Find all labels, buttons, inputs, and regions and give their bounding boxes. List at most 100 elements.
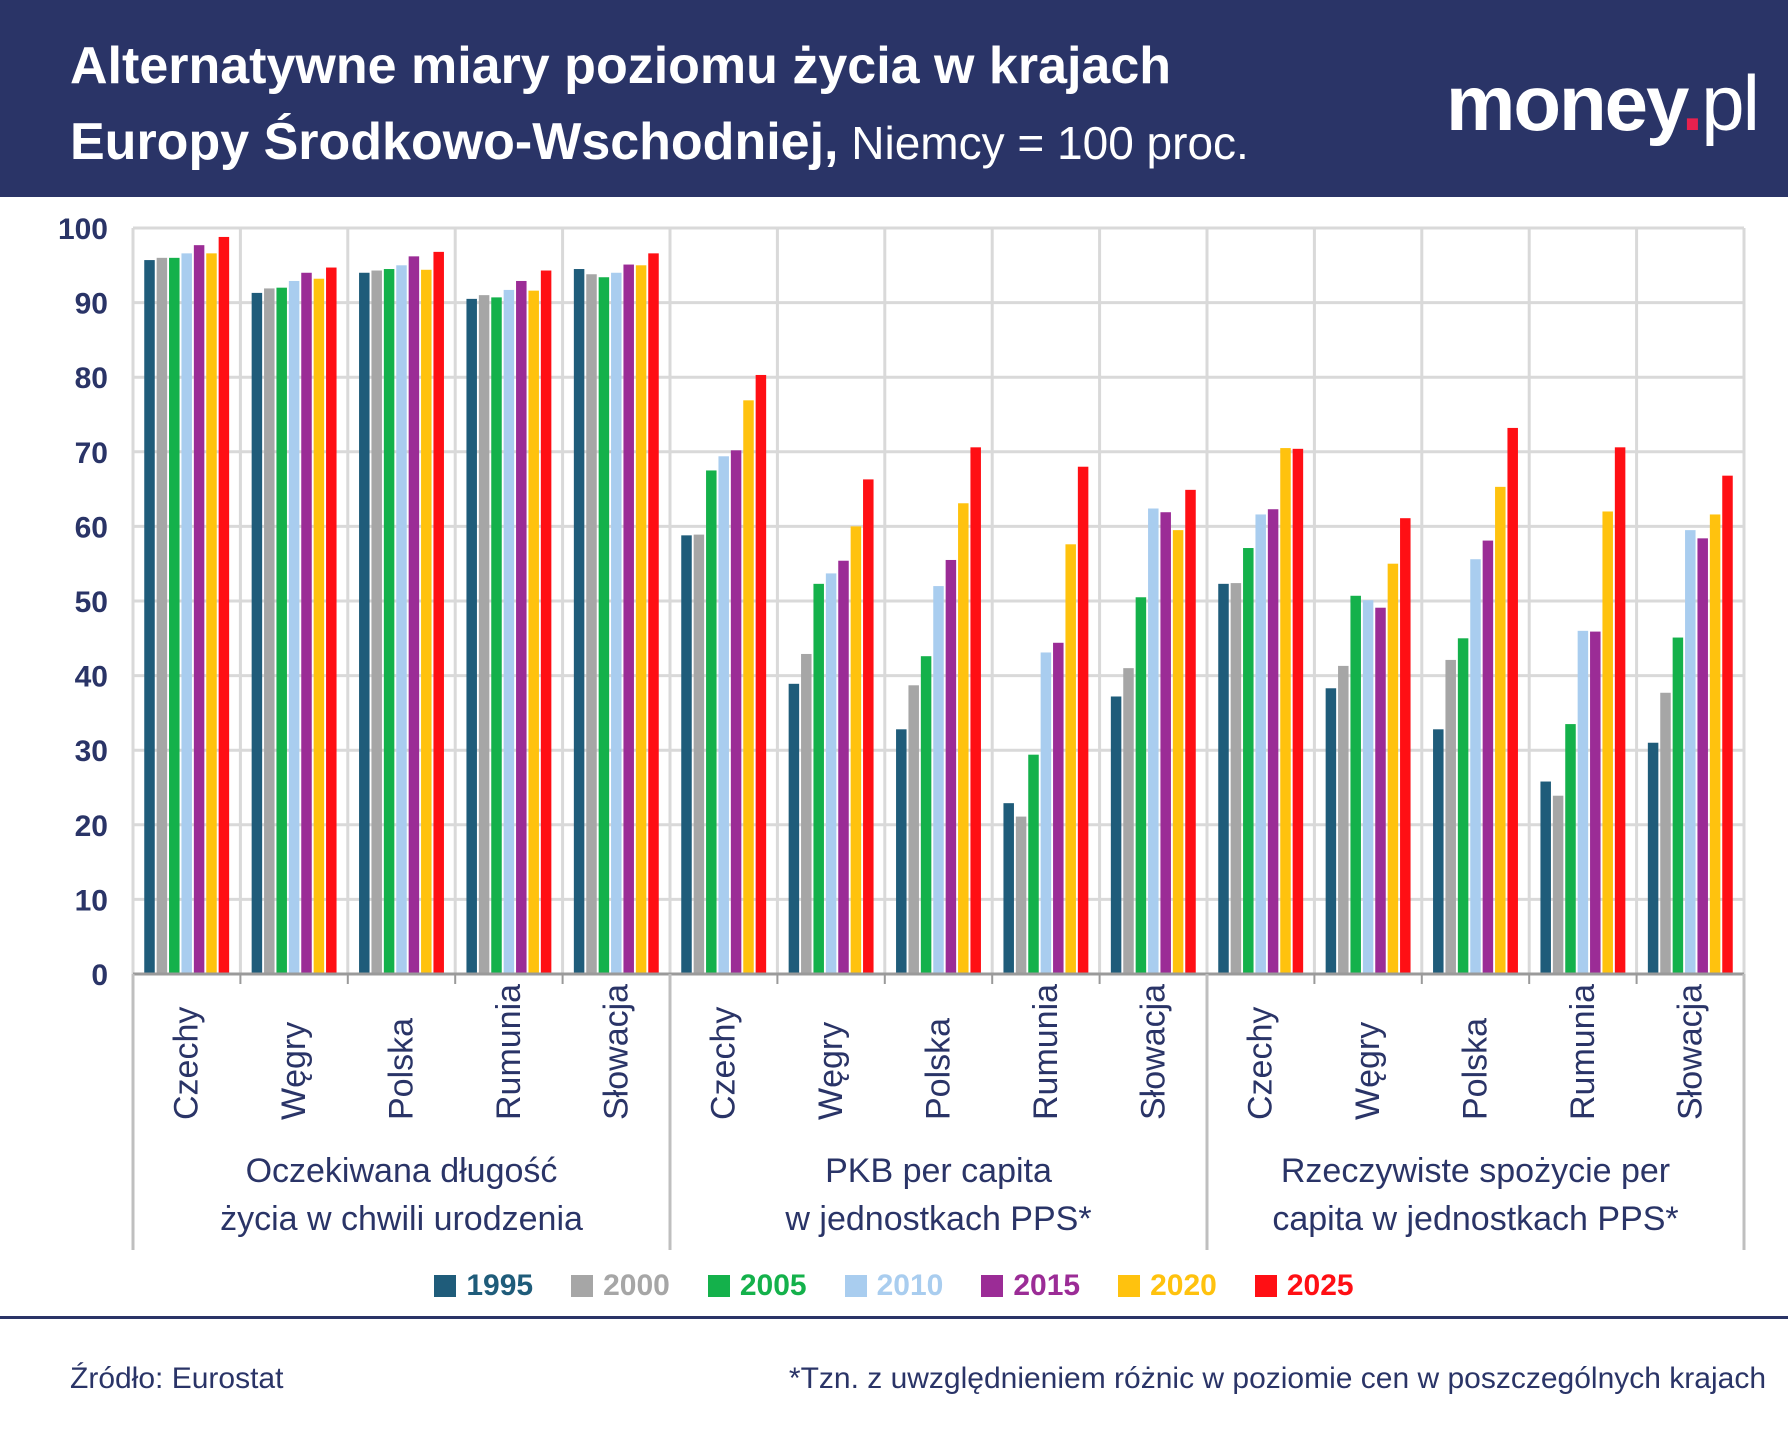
bar-2005 xyxy=(169,257,180,975)
bar-2020 xyxy=(1065,544,1076,974)
legend-item-2010: 2010 xyxy=(844,1269,944,1303)
bar-2005 xyxy=(706,470,717,974)
bar-2020 xyxy=(1602,511,1613,974)
bar-2020 xyxy=(313,278,325,975)
legend-swatch xyxy=(1254,1275,1277,1297)
bar-2020 xyxy=(528,290,539,974)
legend-label: 2015 xyxy=(1013,1269,1081,1302)
bar-2010 xyxy=(933,586,944,974)
bar-1995 xyxy=(573,269,585,974)
bar-2025 xyxy=(1400,518,1411,974)
y-tick-label: 40 xyxy=(75,661,108,694)
y-tick-label: 100 xyxy=(58,213,108,246)
bar-2025 xyxy=(1614,447,1626,974)
logo-suffix: pl xyxy=(1701,59,1760,147)
category-label: Węgry xyxy=(275,1022,313,1120)
bar-2000 xyxy=(1552,795,1564,974)
bar-2005 xyxy=(1028,754,1039,974)
bar-2025 xyxy=(863,479,874,974)
bar-2010 xyxy=(1040,652,1052,974)
bar-2015 xyxy=(1267,509,1279,974)
bar-2025 xyxy=(1722,475,1733,974)
bar-2015 xyxy=(1160,512,1171,974)
y-tick-label: 80 xyxy=(75,362,108,395)
legend-item-2015: 2015 xyxy=(981,1269,1080,1303)
y-tick-label: 30 xyxy=(75,735,108,768)
y-tick-label: 50 xyxy=(75,586,108,619)
bar-2000 xyxy=(264,288,275,974)
bar-2005 xyxy=(813,583,824,974)
bar-2020 xyxy=(958,503,969,974)
legend-label: 2000 xyxy=(603,1269,670,1302)
legend-item-2005: 2005 xyxy=(707,1269,807,1303)
group-label-line2: capita w jednostkach PPS* xyxy=(1272,1200,1678,1238)
bar-2025 xyxy=(1185,489,1196,974)
legend-swatch xyxy=(844,1275,867,1297)
bar-2000 xyxy=(1123,668,1134,974)
bar-2005 xyxy=(1672,637,1684,974)
legend-label: 2010 xyxy=(876,1269,944,1302)
bar-2025 xyxy=(433,251,444,974)
bar-2010 xyxy=(288,280,300,975)
category-label: Rumunia xyxy=(490,984,528,1120)
bar-2015 xyxy=(516,280,527,975)
category-label: Polska xyxy=(383,1018,421,1120)
legend-item-2000: 2000 xyxy=(571,1269,670,1303)
bar-2005 xyxy=(598,277,610,974)
bar-2025 xyxy=(1292,448,1304,974)
y-tick-label: 10 xyxy=(75,884,108,917)
bar-2000 xyxy=(801,653,812,974)
y-tick-label: 90 xyxy=(75,288,108,321)
legend-item-2025: 2025 xyxy=(1254,1269,1354,1303)
category-labels: Czechy Węgry Polska Rumunia Słowacja Czechy Wę… xyxy=(168,984,1710,1238)
bar-2015 xyxy=(838,560,849,974)
category-label: Rumunia xyxy=(1027,984,1065,1120)
group-label-line2: życia w chwili urodzenia xyxy=(220,1200,583,1238)
category-label: Słowacja xyxy=(1134,984,1172,1120)
legend-item-1995: 1995 xyxy=(434,1269,533,1303)
bar-2010 xyxy=(1148,508,1159,974)
bar-2020 xyxy=(635,265,647,974)
bar-2010 xyxy=(1685,530,1696,974)
bar-2020 xyxy=(1280,448,1291,974)
bar-2015 xyxy=(623,264,634,974)
bar-1995 xyxy=(1647,742,1659,974)
legend-item-2020: 2020 xyxy=(1118,1269,1217,1303)
bar-1995 xyxy=(251,292,263,974)
bar-2000 xyxy=(1660,692,1671,974)
legend-swatch xyxy=(1118,1275,1141,1297)
bar-2025 xyxy=(540,270,552,974)
bar-2000 xyxy=(1015,816,1027,974)
bar-2015 xyxy=(301,272,312,974)
bar-2005 xyxy=(276,287,287,974)
bar-2025 xyxy=(1077,466,1089,974)
money-pl-logo: money.pl xyxy=(1446,58,1760,149)
bar-1995 xyxy=(1003,803,1014,974)
legend-label: 2020 xyxy=(1150,1269,1217,1302)
bar-2025 xyxy=(970,447,981,974)
bar-2025 xyxy=(326,267,337,974)
bar-1995 xyxy=(1325,688,1337,974)
group-label-line1: Rzeczywiste spożycie per xyxy=(1281,1152,1670,1190)
bar-2025 xyxy=(755,374,767,974)
chart-subtitle: Niemcy = 100 proc. xyxy=(838,117,1249,169)
category-label: Czechy xyxy=(168,1007,206,1120)
bar-2000 xyxy=(908,685,919,974)
bar-1995 xyxy=(1110,696,1122,974)
logo-dot: . xyxy=(1681,59,1704,147)
legend-swatch xyxy=(571,1275,594,1297)
bar-2015 xyxy=(1697,538,1708,974)
bar-1995 xyxy=(1218,583,1229,974)
bar-2015 xyxy=(1482,540,1494,974)
bar-2000 xyxy=(693,534,705,974)
bar-2025 xyxy=(1507,427,1518,974)
bar-2000 xyxy=(371,270,382,974)
category-label: Polska xyxy=(920,1018,958,1120)
bar-2000 xyxy=(1338,665,1349,974)
bar-2010 xyxy=(1362,600,1374,974)
footer-divider xyxy=(0,1316,1788,1319)
category-label: Słowacja xyxy=(597,984,635,1120)
bar-2020 xyxy=(743,400,754,974)
bar-2015 xyxy=(945,559,957,974)
category-label: Węgry xyxy=(1349,1022,1387,1120)
